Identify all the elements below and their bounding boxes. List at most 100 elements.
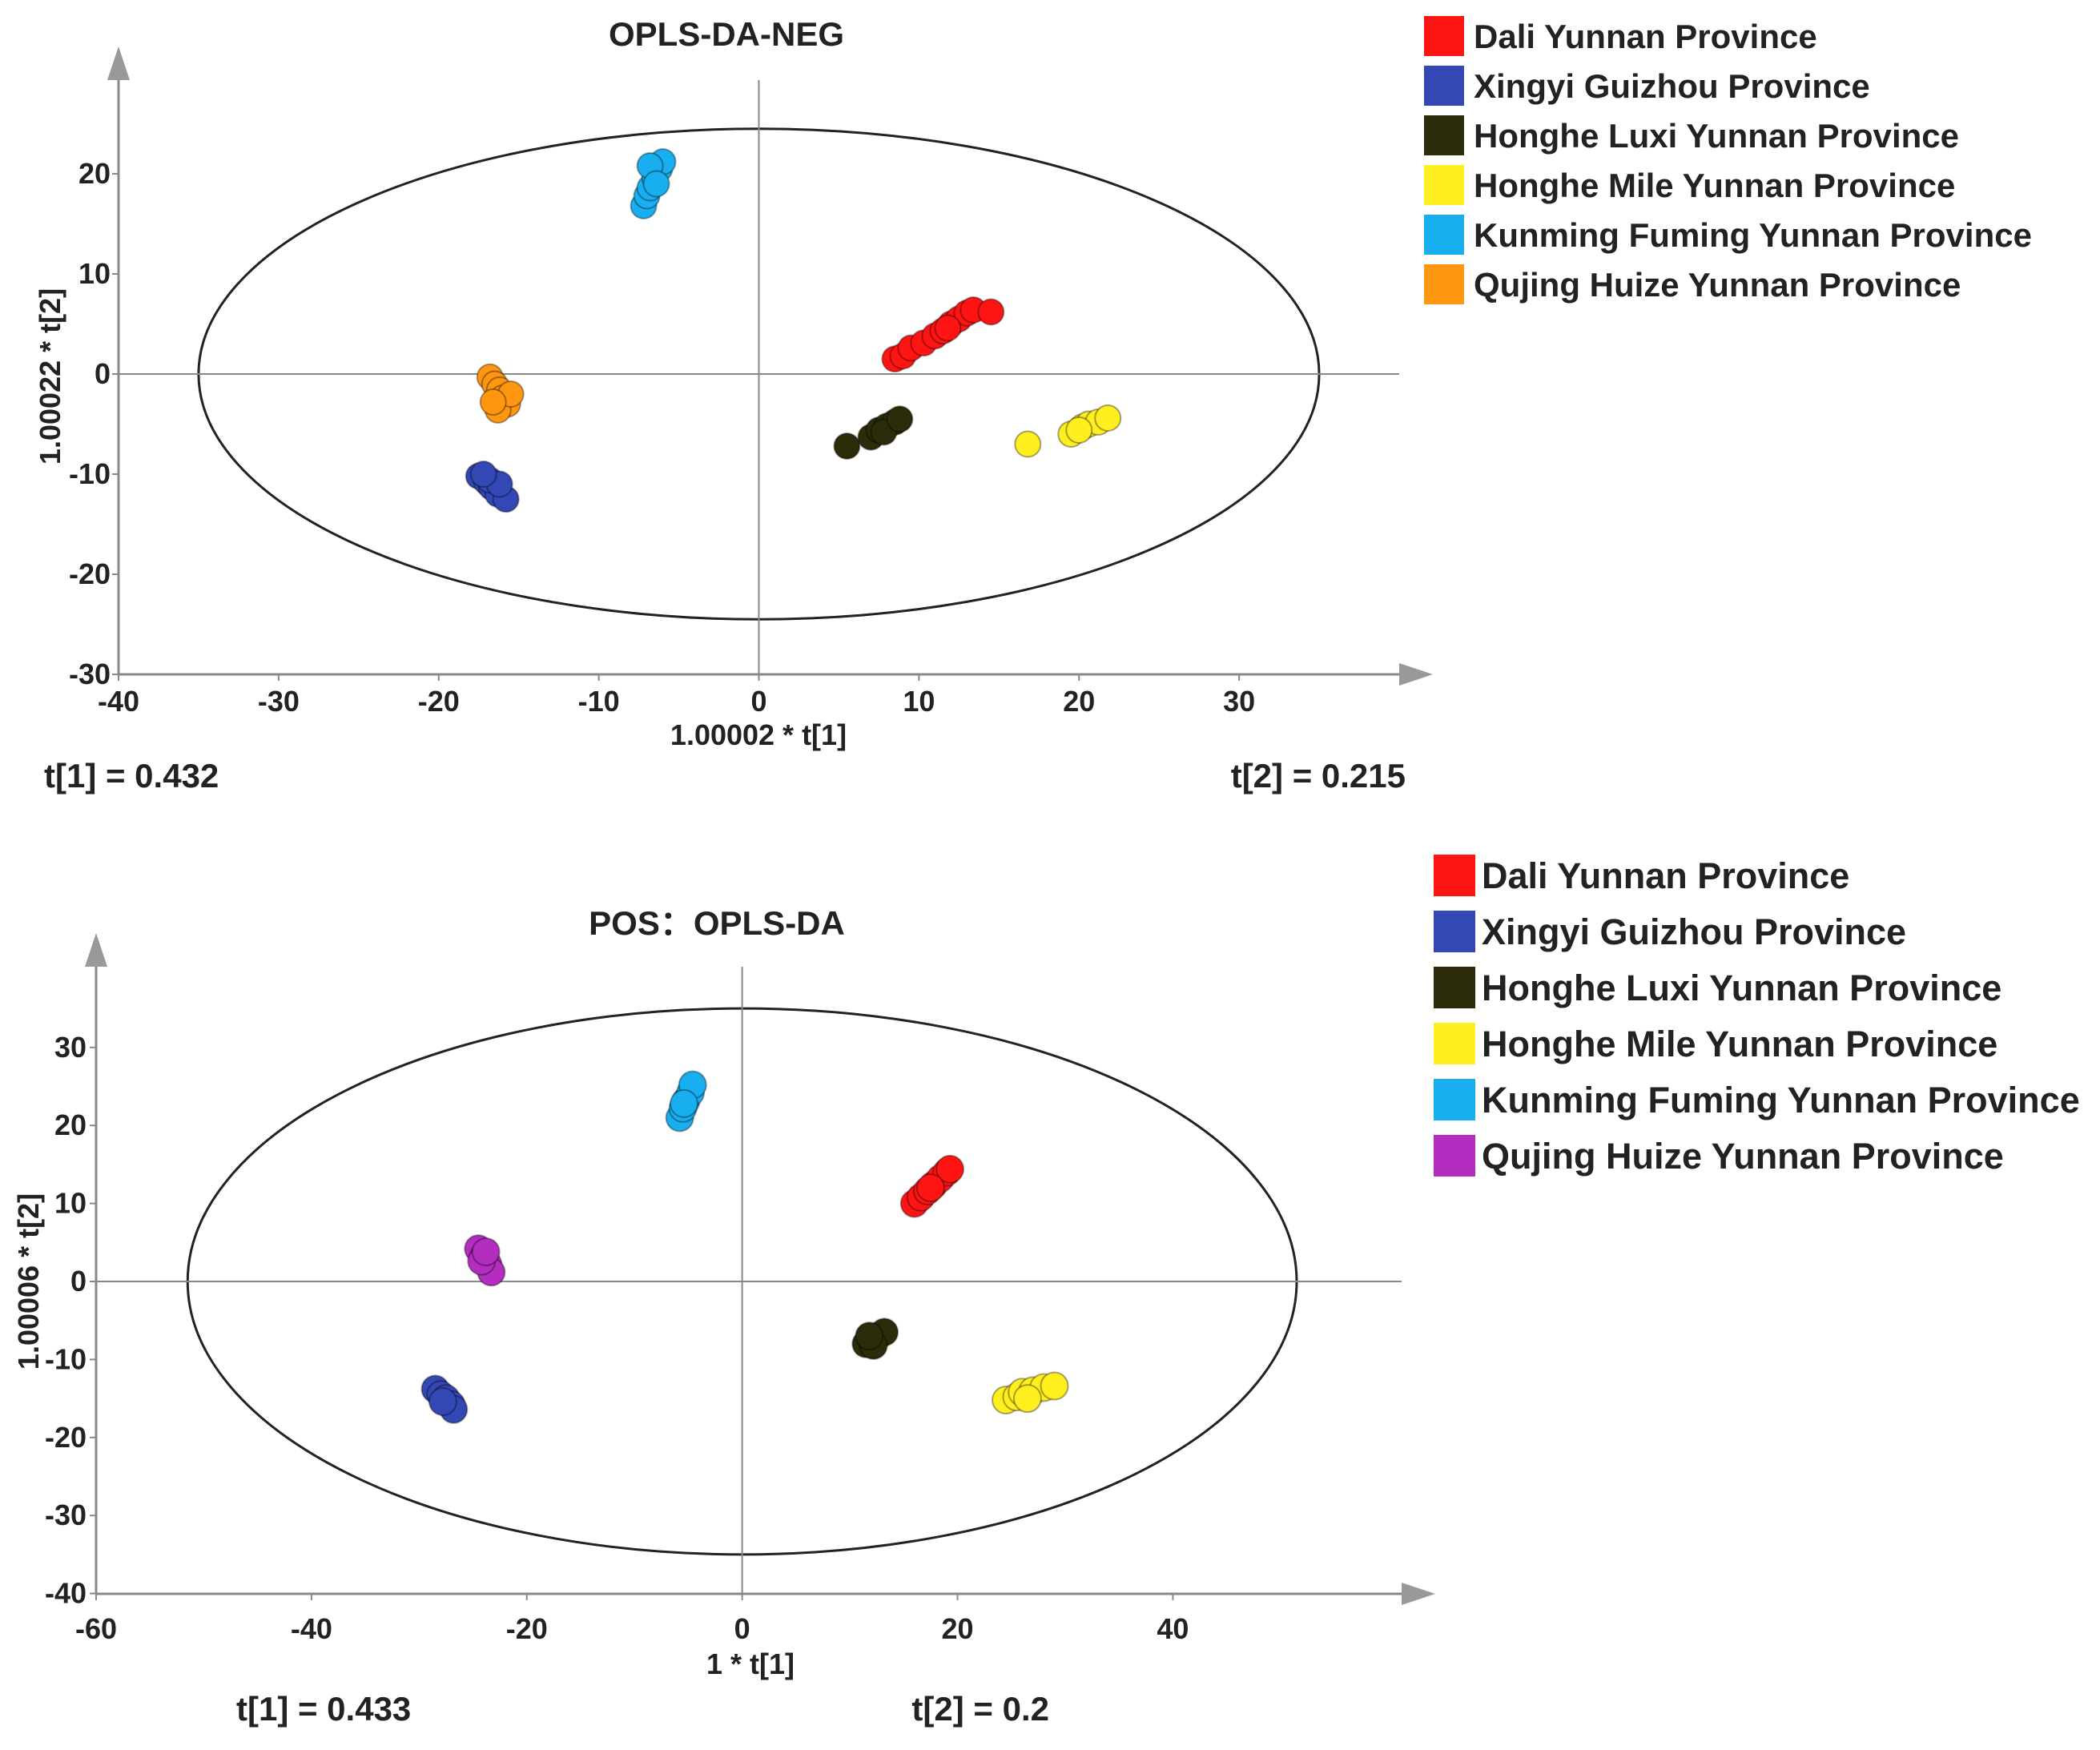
y-tick-label: -40 <box>45 1577 86 1610</box>
data-point <box>642 170 670 198</box>
legend-swatch <box>1424 165 1464 205</box>
data-point <box>1012 1384 1042 1414</box>
x-tick-label: 20 <box>1063 685 1095 718</box>
stat-t1: t[1] = 0.433 <box>236 1690 411 1728</box>
x-tick-label: -30 <box>258 685 300 718</box>
series-2 <box>851 1318 899 1360</box>
y-tick-label: 0 <box>95 357 111 390</box>
y-tick-label: 20 <box>54 1108 86 1141</box>
data-point <box>670 1088 699 1118</box>
x-tick-label: 20 <box>941 1612 973 1645</box>
legend-label: Kunming Fuming Yunnan Province <box>1482 1080 2080 1120</box>
legend-swatch <box>1424 66 1464 106</box>
series-1 <box>420 1374 469 1424</box>
y-tick-label: -10 <box>69 457 111 490</box>
legend-label: Honghe Luxi Yunnan Province <box>1474 117 1959 155</box>
chart-title: OPLS-DA-NEG <box>609 15 844 53</box>
x-tick-label: -60 <box>75 1612 117 1645</box>
series-2 <box>833 405 914 460</box>
x-axis-arrow <box>1402 1583 1435 1605</box>
series-4 <box>665 1070 707 1132</box>
data-point <box>428 1386 457 1416</box>
stat-t1: t[1] = 0.432 <box>44 757 219 795</box>
legend-swatch <box>1434 1135 1475 1177</box>
legend-swatch <box>1434 911 1475 952</box>
legend-swatch <box>1434 855 1475 896</box>
stat-t2: t[2] = 0.2 <box>911 1690 1049 1728</box>
x-tick-label: 0 <box>734 1612 750 1645</box>
legend: Dali Yunnan Province Xingyi Guizhou Provi… <box>1434 855 2080 1177</box>
x-tick-label: -20 <box>506 1612 548 1645</box>
y-tick-label: -20 <box>69 557 111 590</box>
data-point <box>1065 416 1093 444</box>
series-0 <box>899 1154 965 1218</box>
data-point <box>915 1173 945 1203</box>
x-tick-label: 30 <box>1223 685 1255 718</box>
chart-pos: POS：OPLS-DA-60 -40 -20 0 20 40-40-30-20-10010… <box>12 855 2080 1728</box>
legend-label: Xingyi Guizhou Province <box>1474 67 1870 105</box>
y-tick-label: 10 <box>78 257 111 290</box>
legend-label: Qujing Huize Yunnan Province <box>1474 266 1961 304</box>
series-5 <box>464 1234 506 1287</box>
legend: Dali Yunnan Province Xingyi Guizhou Provi… <box>1424 16 2032 304</box>
legend-label: Xingyi Guizhou Province <box>1482 911 1906 952</box>
y-tick-label: -30 <box>45 1499 86 1531</box>
series-3 <box>992 1371 1069 1415</box>
y-tick-label: 10 <box>54 1187 86 1220</box>
legend-swatch <box>1434 1023 1475 1064</box>
data-point <box>471 1237 501 1266</box>
data-point <box>833 432 861 460</box>
series-5 <box>476 363 525 424</box>
series-1 <box>465 461 520 513</box>
y-tick-label: -30 <box>69 658 111 690</box>
x-tick-label: 10 <box>903 685 935 718</box>
legend-label: Dali Yunnan Province <box>1474 18 1817 55</box>
chart-title: POS：OPLS-DA <box>589 904 845 942</box>
data-point <box>1014 430 1042 458</box>
data-point <box>977 298 1005 326</box>
series-3 <box>1014 404 1122 458</box>
y-tick-label: 0 <box>70 1265 86 1297</box>
y-axis-arrow <box>107 46 130 80</box>
x-tick-label: -20 <box>418 685 460 718</box>
x-tick-label: -40 <box>98 685 139 718</box>
legend-swatch <box>1434 967 1475 1008</box>
data-point <box>935 1154 965 1184</box>
data-point <box>469 461 497 488</box>
chart-neg: OPLS-DA-NEG-40 -30 -20 -10 0 10 20 30-30-20-100… <box>34 15 2032 795</box>
legend-swatch <box>1424 16 1464 56</box>
series-4 <box>630 148 677 219</box>
data-point <box>886 405 914 433</box>
x-axis-arrow <box>1399 663 1433 686</box>
x-tick-label: 0 <box>750 685 766 718</box>
legend-swatch <box>1424 215 1464 255</box>
legend-label: Dali Yunnan Province <box>1482 855 1849 896</box>
data-point <box>1094 404 1122 432</box>
y-tick-label: -20 <box>45 1421 86 1454</box>
legend-label: Honghe Mile Yunnan Province <box>1474 167 1955 204</box>
series-0 <box>881 296 1005 373</box>
legend-swatch <box>1434 1079 1475 1120</box>
x-axis-label: 1.00002 * t[1] <box>670 718 847 751</box>
legend-label: Honghe Luxi Yunnan Province <box>1482 968 2001 1008</box>
x-tick-label: -40 <box>291 1612 332 1645</box>
y-tick-label: 20 <box>78 157 111 190</box>
y-axis-arrow <box>85 933 107 967</box>
y-axis-label: 1.00006 * t[2] <box>12 1193 45 1370</box>
data-point <box>479 388 507 416</box>
y-axis-label: 1.00022 * t[2] <box>34 288 66 465</box>
y-tick-label: 30 <box>54 1031 86 1064</box>
data-point <box>1040 1371 1069 1401</box>
y-tick-label: -10 <box>45 1342 86 1375</box>
legend-label: Qujing Huize Yunnan Province <box>1482 1136 2004 1177</box>
data-point <box>855 1322 884 1351</box>
x-axis-label: 1 * t[1] <box>706 1647 795 1680</box>
legend-swatch <box>1424 115 1464 155</box>
legend-swatch <box>1424 264 1464 304</box>
legend-label: Honghe Mile Yunnan Province <box>1482 1024 1997 1064</box>
x-tick-label: 40 <box>1157 1612 1189 1645</box>
x-tick-label: -10 <box>578 685 620 718</box>
data-point <box>934 314 962 342</box>
legend-label: Kunming Fuming Yunnan Province <box>1474 216 2032 254</box>
